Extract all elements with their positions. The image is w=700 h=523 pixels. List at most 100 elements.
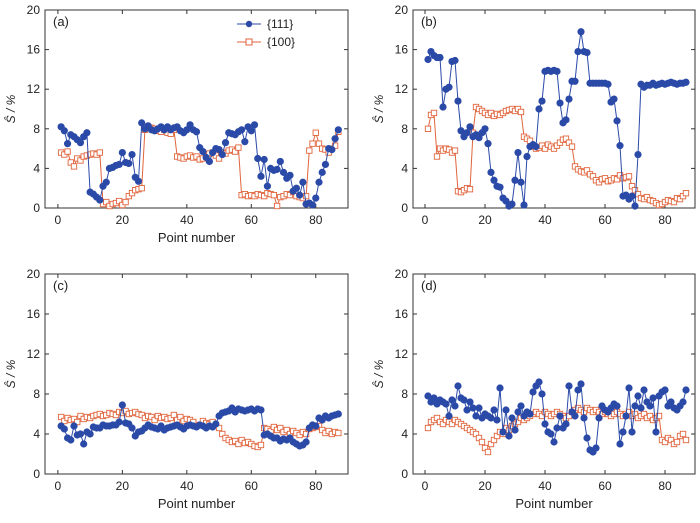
- y-axis-label: Ŝ / %: [371, 94, 386, 123]
- point-111: [334, 126, 342, 134]
- point-100: [177, 413, 184, 421]
- point-111: [454, 382, 462, 390]
- x-tick-label: 40: [180, 479, 194, 493]
- point-111: [186, 121, 194, 129]
- point-111: [221, 139, 230, 147]
- point-111: [667, 398, 675, 406]
- point-111: [490, 406, 498, 414]
- panel-b: 0 4 8 12 16 20 0 20 40 60 80 (b) Ŝ / %: [371, 3, 696, 227]
- legend-marker-100: [245, 38, 253, 46]
- y-tick-label: 4: [33, 427, 40, 441]
- point-100: [673, 438, 681, 446]
- x-axis-label: Point number: [158, 496, 236, 511]
- point-111: [565, 382, 573, 390]
- point-111: [616, 440, 624, 448]
- point-100: [625, 173, 633, 180]
- point-111: [577, 380, 585, 388]
- point-111: [83, 129, 91, 137]
- point-111: [574, 386, 582, 394]
- y-tick-label: 16: [395, 307, 409, 321]
- point-100: [57, 413, 65, 421]
- point-111: [445, 83, 453, 91]
- y-axis-label: Ŝ / %: [3, 359, 18, 388]
- point-111: [67, 436, 75, 444]
- plot-frame: [412, 9, 696, 209]
- plot-frame: [412, 273, 696, 475]
- point-111: [556, 99, 564, 107]
- point-111: [529, 388, 537, 396]
- point-111: [472, 412, 480, 420]
- y-tick-label: 20: [395, 3, 409, 17]
- point-111: [538, 97, 546, 105]
- point-111: [547, 430, 555, 438]
- point-111: [583, 48, 591, 57]
- point-111: [613, 402, 621, 410]
- panel-label: (b): [421, 14, 437, 29]
- point-100: [235, 144, 242, 151]
- point-100: [682, 189, 690, 197]
- panel-label: (c): [53, 278, 68, 293]
- point-111: [613, 117, 621, 125]
- point-111: [76, 139, 85, 147]
- point-100: [309, 140, 316, 147]
- x-tick-label: 0: [55, 479, 62, 493]
- point-100: [232, 148, 239, 155]
- point-100: [138, 185, 145, 192]
- point-100: [70, 163, 78, 170]
- point-111: [592, 444, 600, 452]
- y-tick-label: 8: [401, 122, 408, 136]
- x-tick-label: 80: [309, 213, 323, 227]
- point-100: [273, 202, 281, 210]
- legend-label-100: {100}: [267, 35, 295, 49]
- point-111: [76, 430, 85, 438]
- panel-label: (d): [421, 278, 437, 293]
- point-100: [103, 198, 110, 206]
- point-100: [270, 191, 278, 199]
- point-111: [192, 128, 201, 136]
- point-111: [514, 148, 522, 157]
- point-111: [517, 402, 525, 410]
- y-tick-label: 12: [395, 82, 409, 96]
- point-100: [96, 149, 103, 156]
- point-111: [541, 420, 549, 428]
- point-111: [302, 438, 310, 446]
- x-tick-label: 60: [245, 479, 259, 493]
- point-111: [80, 440, 88, 448]
- point-111: [616, 142, 624, 150]
- point-100: [312, 129, 319, 136]
- point-111: [128, 424, 136, 432]
- point-100: [306, 147, 313, 154]
- point-111: [424, 55, 432, 64]
- point-111: [562, 420, 570, 428]
- point-111: [652, 428, 660, 436]
- point-111: [442, 400, 450, 408]
- y-tick-label: 16: [395, 43, 409, 57]
- point-111: [118, 401, 126, 409]
- point-111: [96, 196, 104, 204]
- point-100: [283, 426, 290, 434]
- point-111: [273, 165, 281, 173]
- point-111: [63, 140, 72, 148]
- point-100: [484, 448, 492, 456]
- point-100: [451, 147, 459, 154]
- point-111: [496, 384, 504, 392]
- point-111: [523, 152, 531, 161]
- legend: {111} {100}: [237, 17, 295, 49]
- point-111: [595, 414, 603, 422]
- point-111: [484, 140, 492, 148]
- point-100: [122, 198, 129, 206]
- point-111: [257, 406, 265, 414]
- point-111: [649, 394, 657, 402]
- x-tick-label: 40: [180, 213, 194, 227]
- point-111: [502, 406, 510, 414]
- point-111: [556, 412, 564, 420]
- point-111: [640, 386, 648, 394]
- point-111: [466, 123, 474, 131]
- panel-label: (a): [53, 14, 69, 29]
- x-tick-label: 20: [116, 479, 130, 493]
- point-111: [115, 418, 123, 426]
- point-111: [637, 404, 645, 412]
- point-111: [463, 129, 471, 137]
- point-111: [631, 202, 639, 210]
- point-100: [151, 416, 158, 424]
